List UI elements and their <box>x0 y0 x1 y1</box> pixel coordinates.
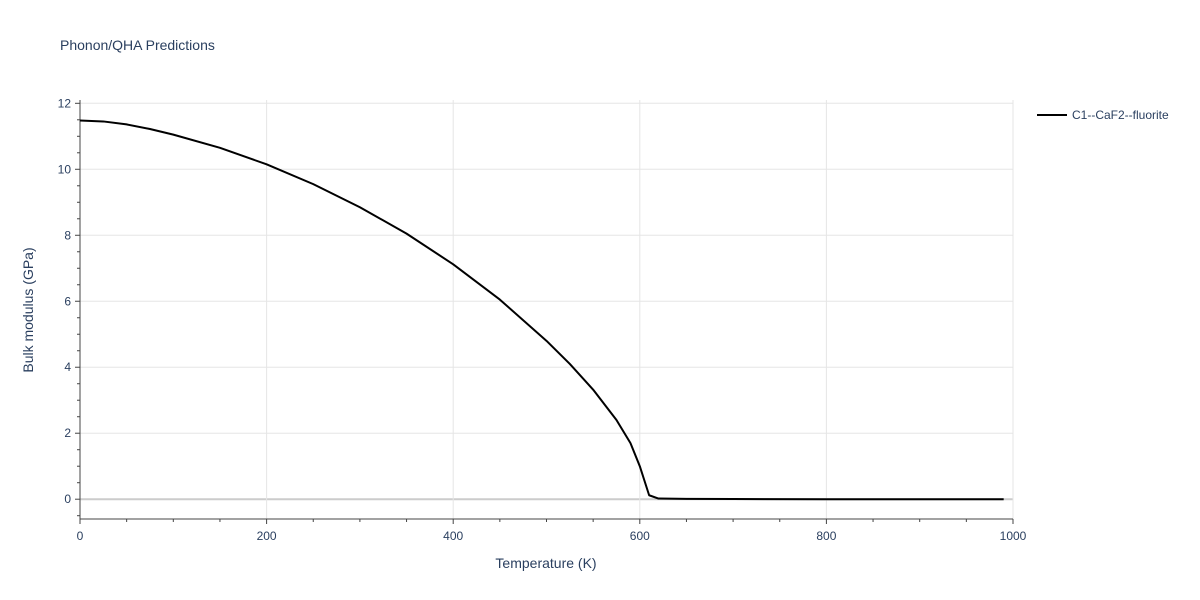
x-tick-label: 600 <box>630 529 650 543</box>
y-tick-label: 0 <box>64 492 71 506</box>
x-tick-label: 1000 <box>1000 529 1027 543</box>
chart-title: Phonon/QHA Predictions <box>60 37 215 53</box>
series-layer <box>79 119 1004 501</box>
x-axis-title: Temperature (K) <box>495 555 596 571</box>
series-line <box>79 119 1004 501</box>
axis-layer: 0 2 4 6 8 10 12 0 200 400 600 800 1000 <box>58 96 1027 543</box>
legend[interactable]: C1--CaF2--fluorite <box>1037 108 1169 122</box>
legend-label: C1--CaF2--fluorite <box>1072 108 1169 122</box>
x-tick-label: 0 <box>77 529 84 543</box>
y-tick-label: 2 <box>64 426 71 440</box>
x-tick-label: 200 <box>257 529 277 543</box>
y-tick-label: 4 <box>64 360 71 374</box>
x-tick-label: 400 <box>443 529 463 543</box>
y-axis-title: Bulk modulus (GPa) <box>20 247 36 372</box>
y-tick-label: 8 <box>64 228 71 242</box>
x-tick-label: 800 <box>816 529 836 543</box>
y-tick-label: 10 <box>58 162 72 176</box>
y-tick-label: 6 <box>64 294 71 308</box>
y-tick-label: 12 <box>58 96 72 110</box>
